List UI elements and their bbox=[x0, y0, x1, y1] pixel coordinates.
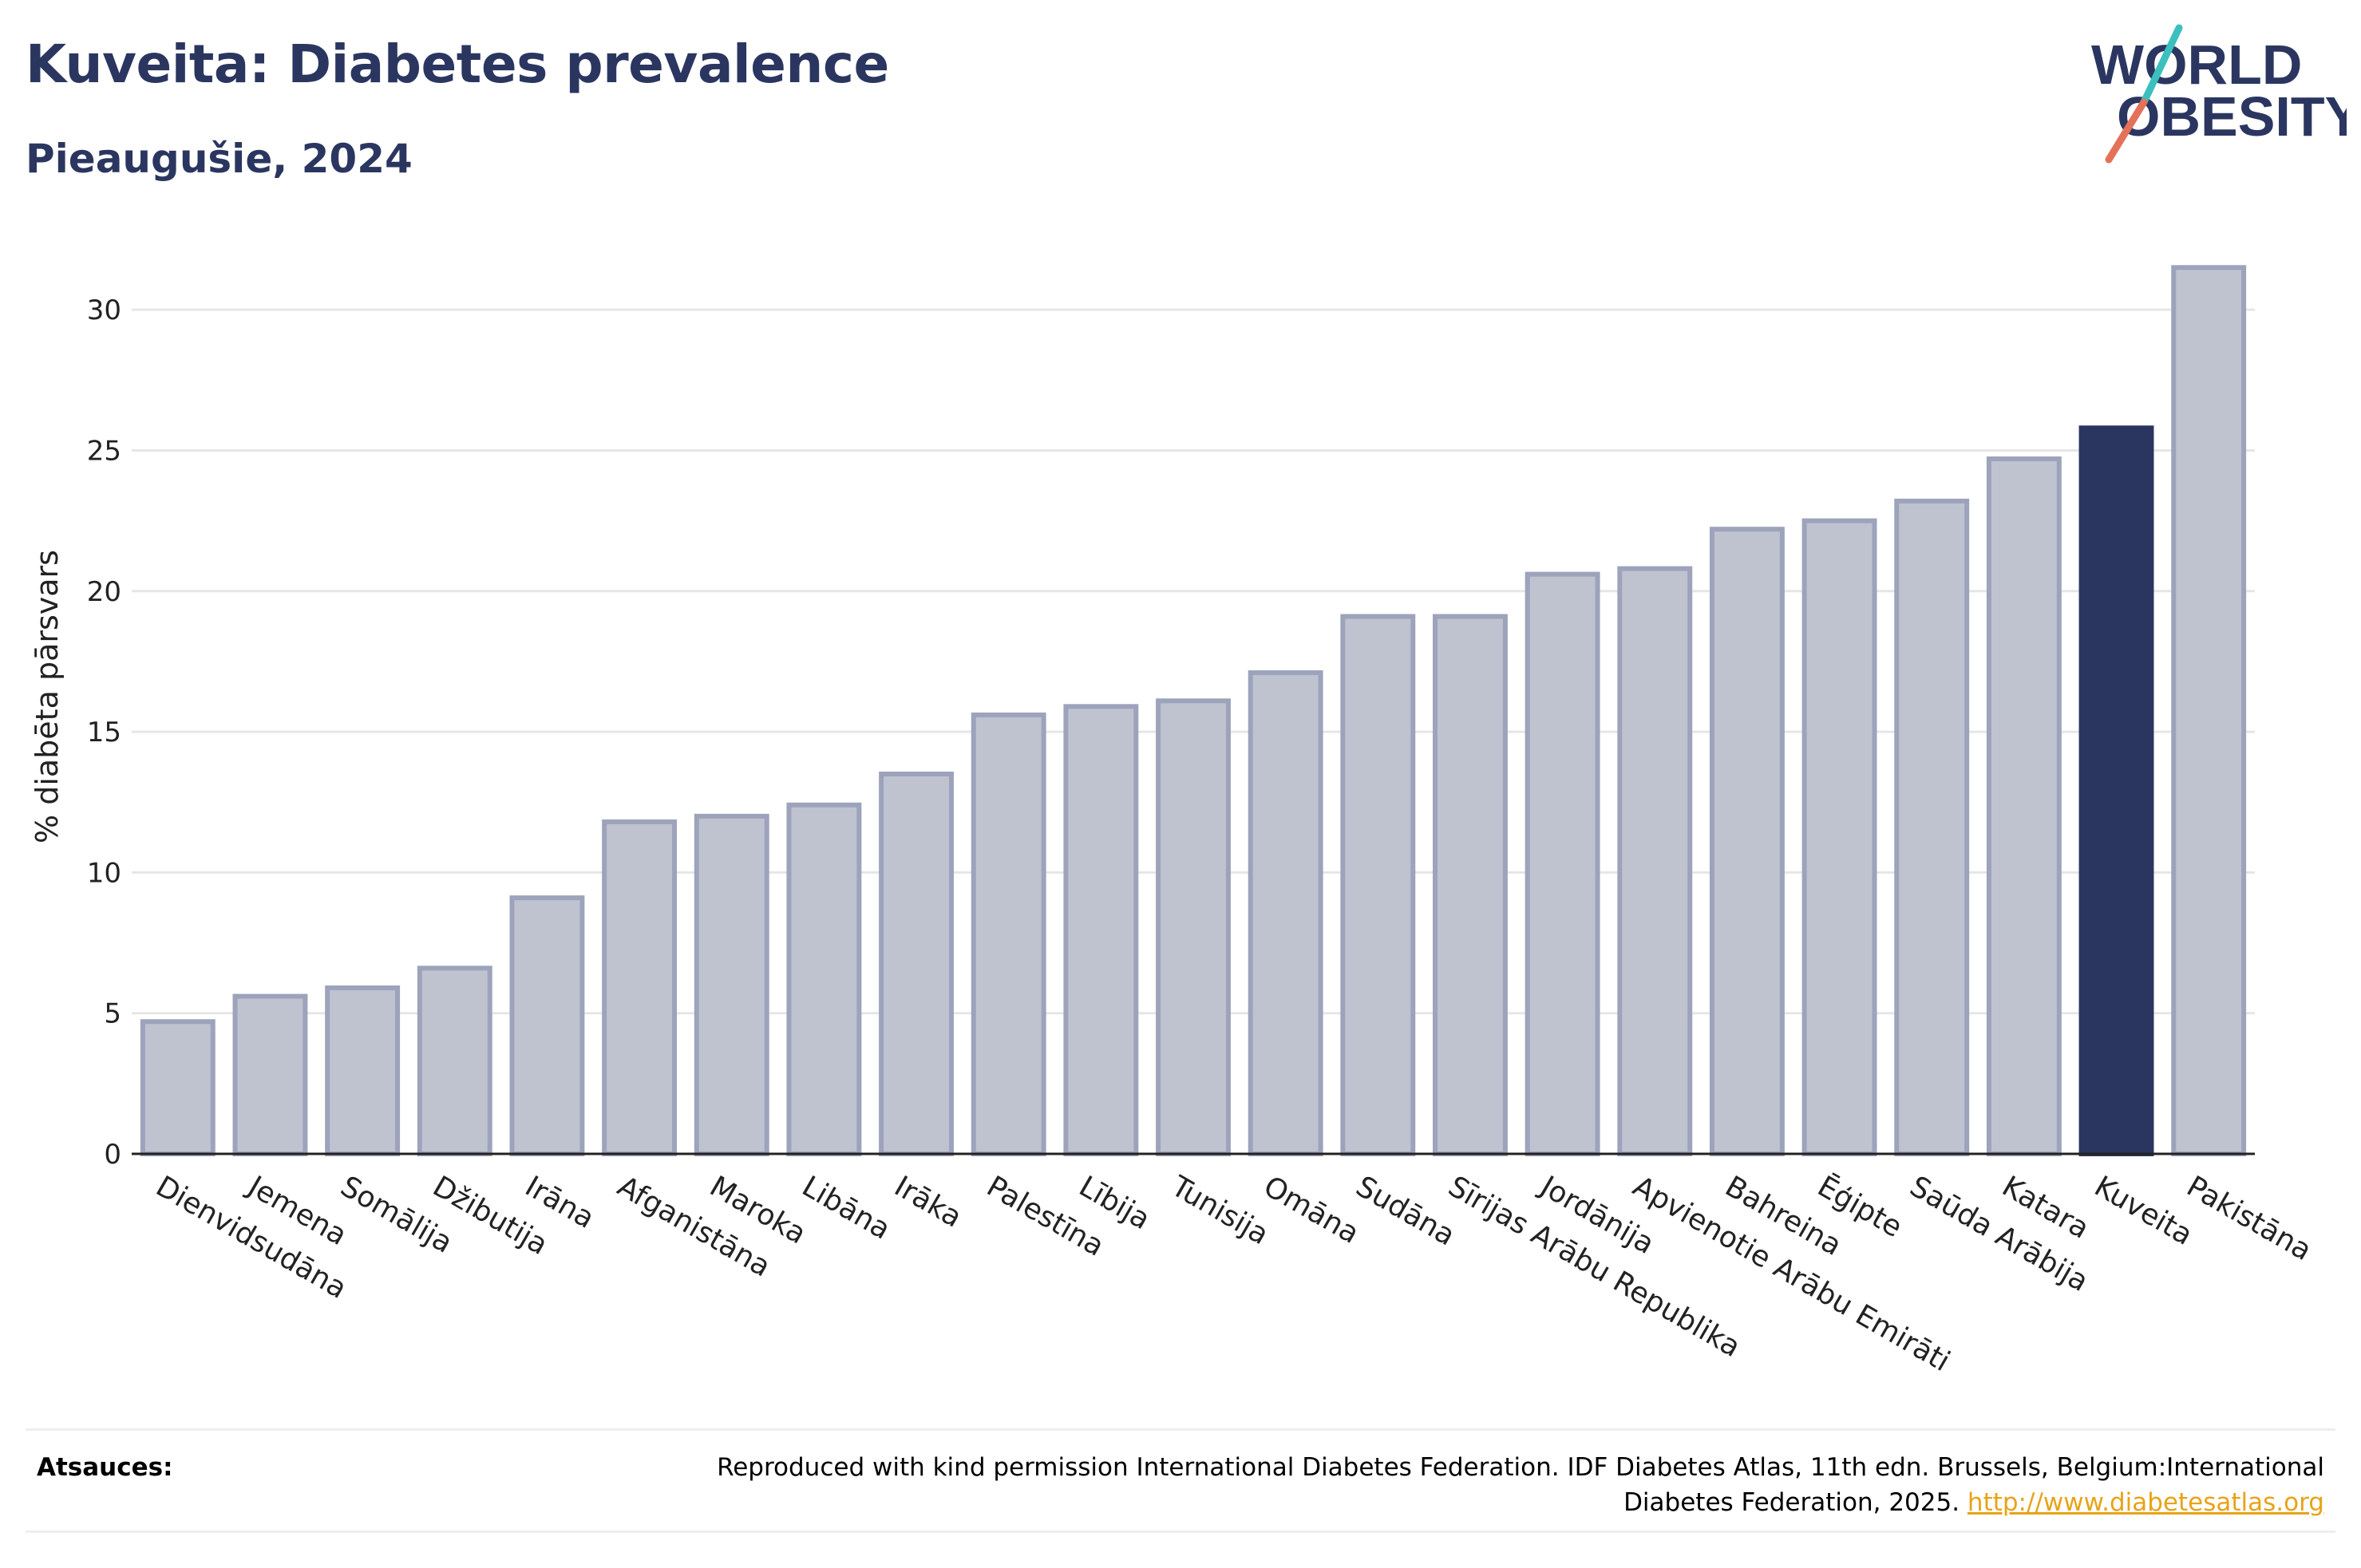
page-title: Kuveita: Diabetes prevalence bbox=[26, 34, 889, 95]
bar-kuveita bbox=[2078, 425, 2154, 1156]
sources-citation: Reproduced with kind permission Internat… bbox=[717, 1453, 2324, 1517]
bar-irāna bbox=[509, 895, 585, 1156]
world-obesity-logo: WORLD OBESITY bbox=[2091, 24, 2347, 164]
y-tick-label: 5 bbox=[104, 998, 121, 1030]
x-tick-label: Sudāna bbox=[1351, 1170, 1461, 1252]
bar-afganistāna bbox=[602, 819, 678, 1156]
bar-palestīna bbox=[971, 712, 1046, 1156]
bar-sudāna bbox=[1340, 614, 1416, 1156]
x-tick-label: Tunisija bbox=[1165, 1170, 1275, 1251]
y-tick-label: 30 bbox=[87, 294, 121, 326]
y-tick-label: 15 bbox=[87, 717, 121, 748]
bar-saūda-arābija bbox=[1894, 498, 1970, 1156]
y-tick-label: 25 bbox=[87, 435, 121, 467]
logo-slash-teal bbox=[2140, 24, 2183, 106]
page-subtitle: Pieaugušie, 2024 bbox=[26, 136, 413, 182]
bar-maroka bbox=[694, 813, 769, 1156]
y-axis-label: % diabēta pārsvars bbox=[30, 550, 65, 843]
y-tick-label: 20 bbox=[87, 576, 121, 608]
bar-bahreina bbox=[1709, 527, 1785, 1156]
bar-dienvidsudāna bbox=[140, 1019, 216, 1156]
y-tick-label: 10 bbox=[87, 857, 121, 889]
x-tick-label: Kuveita bbox=[2089, 1170, 2198, 1252]
bar-katara bbox=[1986, 456, 2062, 1156]
bar-jemena bbox=[232, 993, 308, 1157]
x-tick-label: Libāna bbox=[797, 1170, 896, 1246]
sources-footer: Atsauces: Reproduced with kind permissio… bbox=[26, 1428, 2335, 1533]
bar-tunisija bbox=[1156, 698, 1231, 1156]
bar-somālija bbox=[325, 985, 401, 1156]
bar-apvienotie-arābu-emirāti bbox=[1617, 566, 1693, 1156]
bar-sīrijas-arābu-republika bbox=[1433, 614, 1508, 1156]
logo-slash-coral bbox=[2105, 98, 2148, 164]
sources-text: Reproduced with kind permission Internat… bbox=[648, 1450, 2324, 1520]
x-tick-label: Pakistāna bbox=[2181, 1170, 2317, 1267]
bar-lībija bbox=[1063, 704, 1139, 1156]
bar-pakistāna bbox=[2171, 265, 2247, 1156]
sources-label: Atsauces: bbox=[37, 1453, 173, 1482]
logo-word-obesity: OBESITY bbox=[2117, 85, 2347, 148]
bar-jordānija bbox=[1525, 571, 1600, 1156]
bar-irāka bbox=[879, 771, 954, 1156]
x-tick-label: Omāna bbox=[1258, 1170, 1364, 1250]
bar-džibutija bbox=[417, 966, 492, 1156]
bar-ēģipte bbox=[1801, 518, 1877, 1156]
bar-omāna bbox=[1248, 670, 1323, 1156]
bar-libāna bbox=[786, 802, 862, 1156]
logo-word-world: WORLD bbox=[2091, 34, 2302, 96]
x-tick-label: Irāka bbox=[889, 1170, 967, 1234]
y-tick-label: 0 bbox=[104, 1139, 121, 1171]
sources-link[interactable]: http://www.diabetesatlas.org bbox=[1967, 1488, 2324, 1517]
